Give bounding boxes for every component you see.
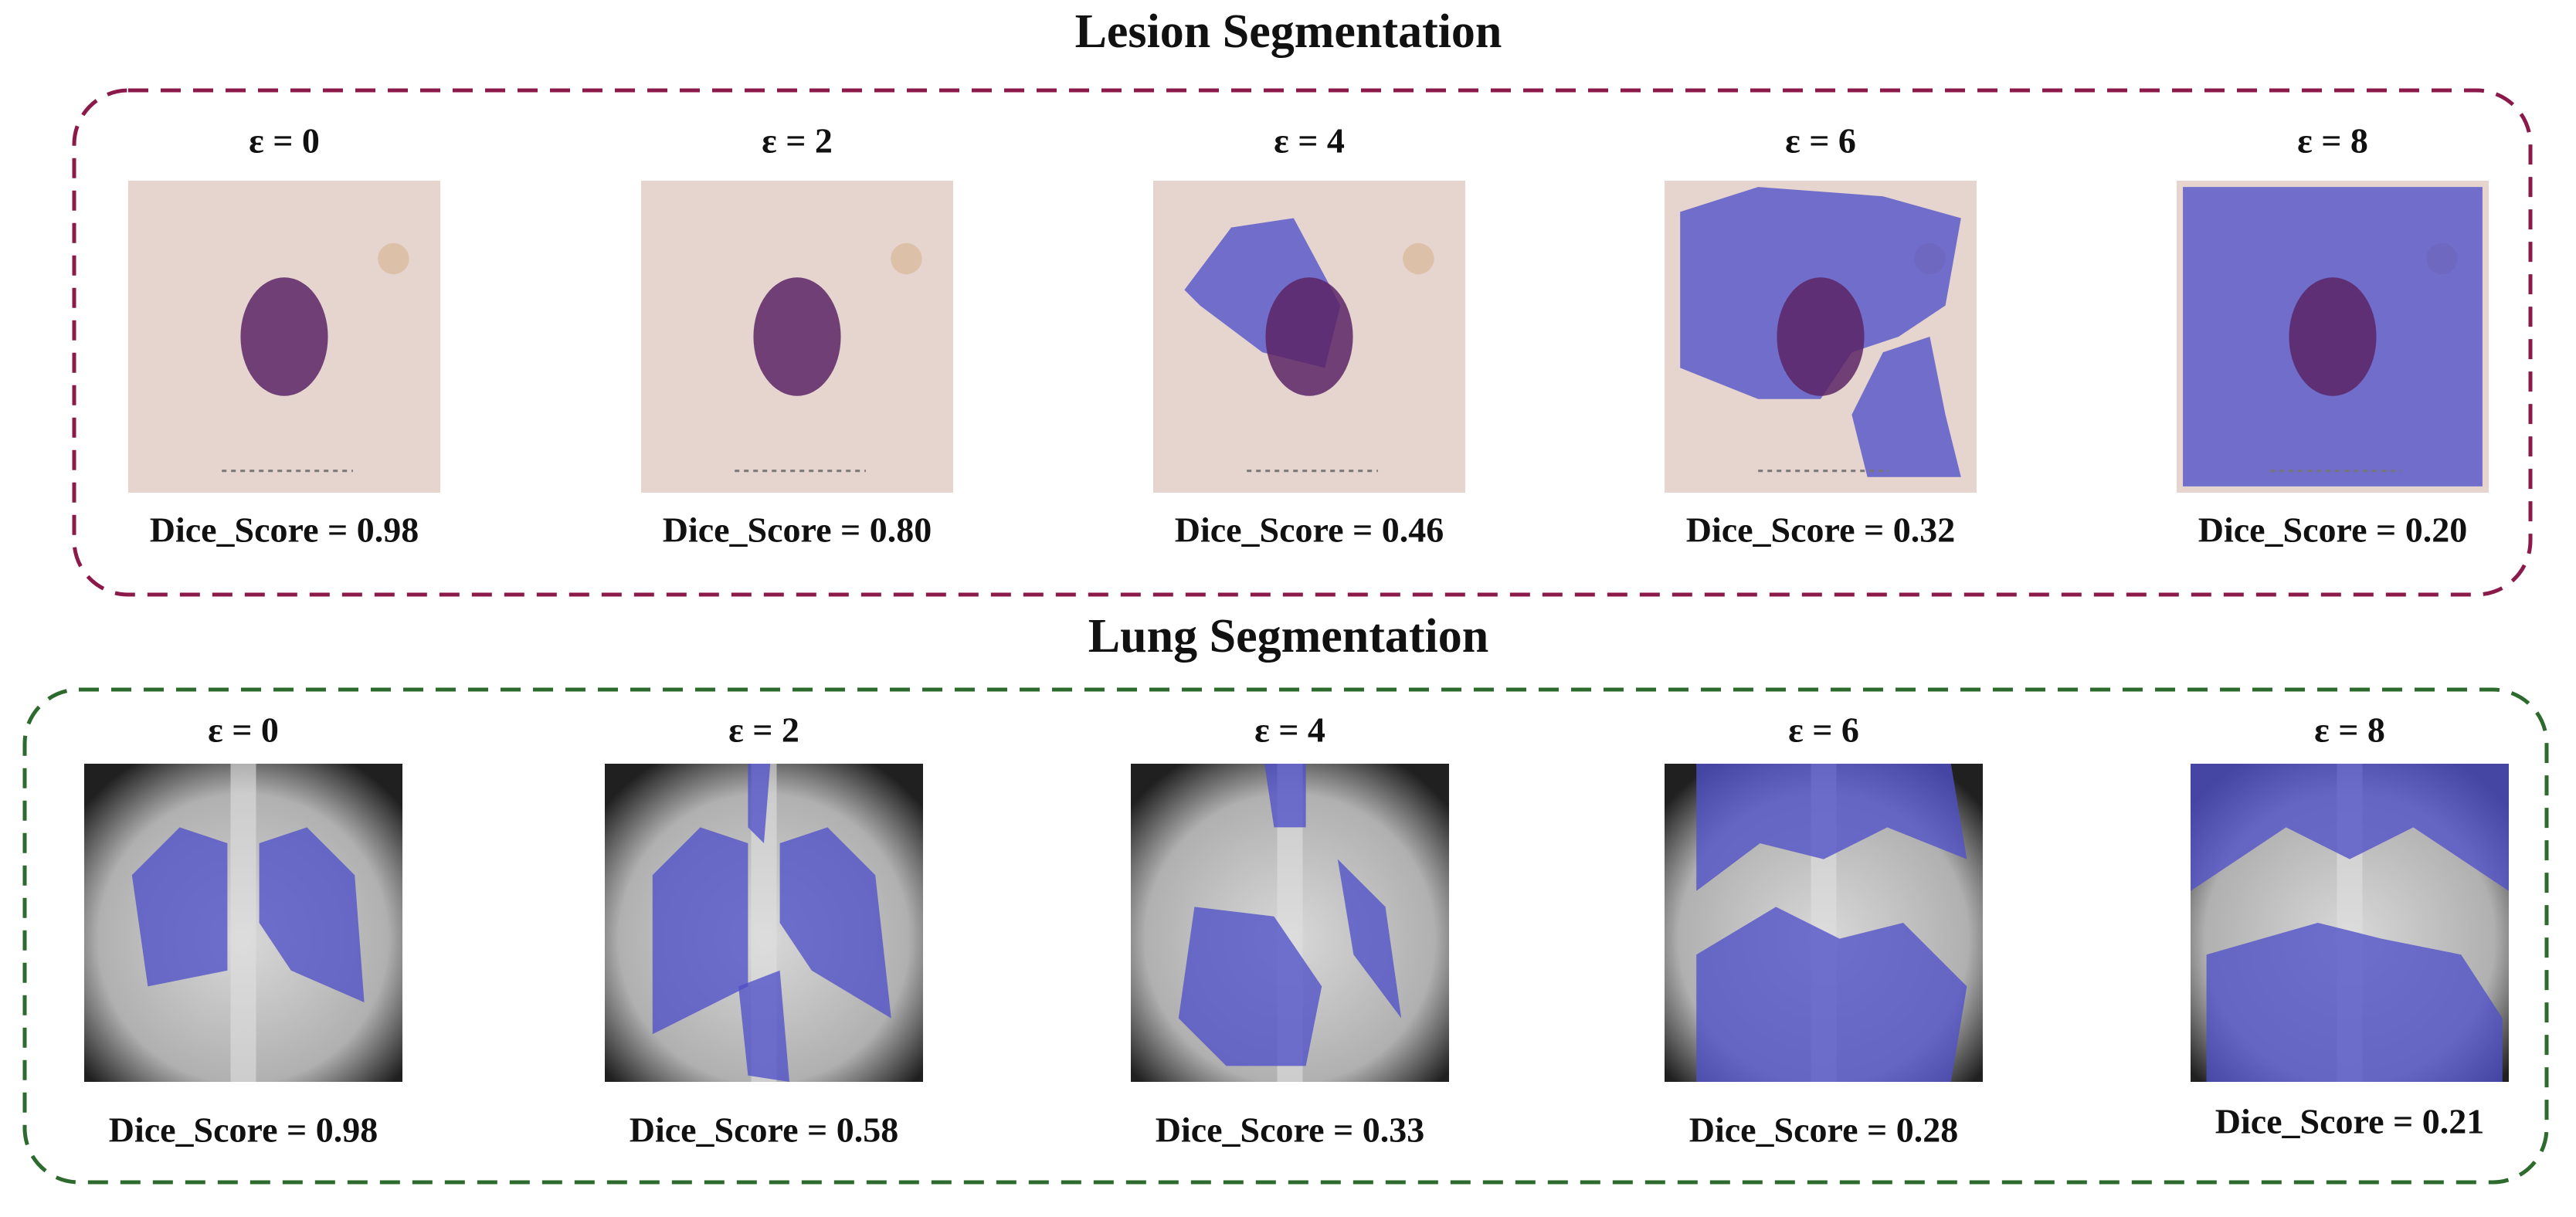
skin-spot <box>891 242 922 275</box>
dice-score: Dice_Score = 0.20 <box>2198 510 2468 550</box>
dice-score: Dice_Score = 0.46 <box>1175 510 1444 550</box>
epsilon-label: ε = 6 <box>1788 710 1859 750</box>
mask-overlay <box>1696 764 1967 891</box>
mask-overlay <box>131 827 228 987</box>
segmentation-image <box>2191 764 2509 1082</box>
dice-score: Dice_Score = 0.98 <box>150 510 419 550</box>
segmentation-image <box>1665 181 1977 493</box>
skin-spot <box>378 242 409 275</box>
segmentation-image <box>605 764 923 1082</box>
dice-score: Dice_Score = 0.98 <box>109 1110 378 1150</box>
lung-panel-border <box>22 687 2549 1185</box>
mask-overlay <box>652 827 748 1035</box>
segmentation-image <box>1153 181 1465 493</box>
panel-title: Lesion Segmentation <box>1075 5 1502 58</box>
lesion-panel-border <box>72 88 2533 597</box>
mask-overlay <box>779 827 891 1019</box>
lesion <box>240 277 328 396</box>
dice-score: Dice_Score = 0.80 <box>663 510 932 550</box>
panel-title: Lung Segmentation <box>1088 610 1488 663</box>
epsilon-label: ε = 6 <box>1785 121 1856 161</box>
mask-overlay <box>738 970 789 1082</box>
mask-overlay <box>1851 337 1961 477</box>
lesion <box>753 277 841 396</box>
epsilon-label: ε = 8 <box>2314 710 2385 750</box>
lesion <box>1777 277 1865 396</box>
mask-overlay <box>2206 923 2503 1082</box>
segmentation-image <box>1131 764 1449 1082</box>
epsilon-label: ε = 4 <box>1274 121 1345 161</box>
segmentation-image <box>128 181 440 493</box>
epsilon-label: ε = 4 <box>1254 710 1325 750</box>
segmentation-image <box>2177 181 2489 493</box>
segmentation-image <box>641 181 953 493</box>
dice-score: Dice_Score = 0.58 <box>630 1110 899 1150</box>
epsilon-label: ε = 2 <box>728 710 799 750</box>
segmentation-image <box>1665 764 1983 1082</box>
lesion <box>2289 277 2377 396</box>
dice-score: Dice_Score = 0.33 <box>1156 1110 1425 1150</box>
mask-overlay <box>748 764 771 843</box>
mask-overlay <box>259 827 365 1002</box>
mask-overlay <box>1696 907 1967 1082</box>
epsilon-label: ε = 8 <box>2297 121 2368 161</box>
lesion <box>1265 277 1353 396</box>
dice-score: Dice_Score = 0.28 <box>1689 1110 1959 1150</box>
segmentation-image <box>84 764 402 1082</box>
mask-overlay <box>1264 764 1306 828</box>
mask-overlay <box>1178 907 1322 1066</box>
dice-score: Dice_Score = 0.21 <box>2215 1102 2485 1141</box>
mask-overlay <box>1337 859 1402 1019</box>
epsilon-label: ε = 0 <box>249 121 320 161</box>
skin-spot <box>1403 242 1434 275</box>
mask-overlay <box>2191 764 2509 891</box>
epsilon-label: ε = 2 <box>762 121 833 161</box>
spine <box>230 764 256 1082</box>
epsilon-label: ε = 0 <box>208 710 279 750</box>
dice-score: Dice_Score = 0.32 <box>1686 510 1956 550</box>
